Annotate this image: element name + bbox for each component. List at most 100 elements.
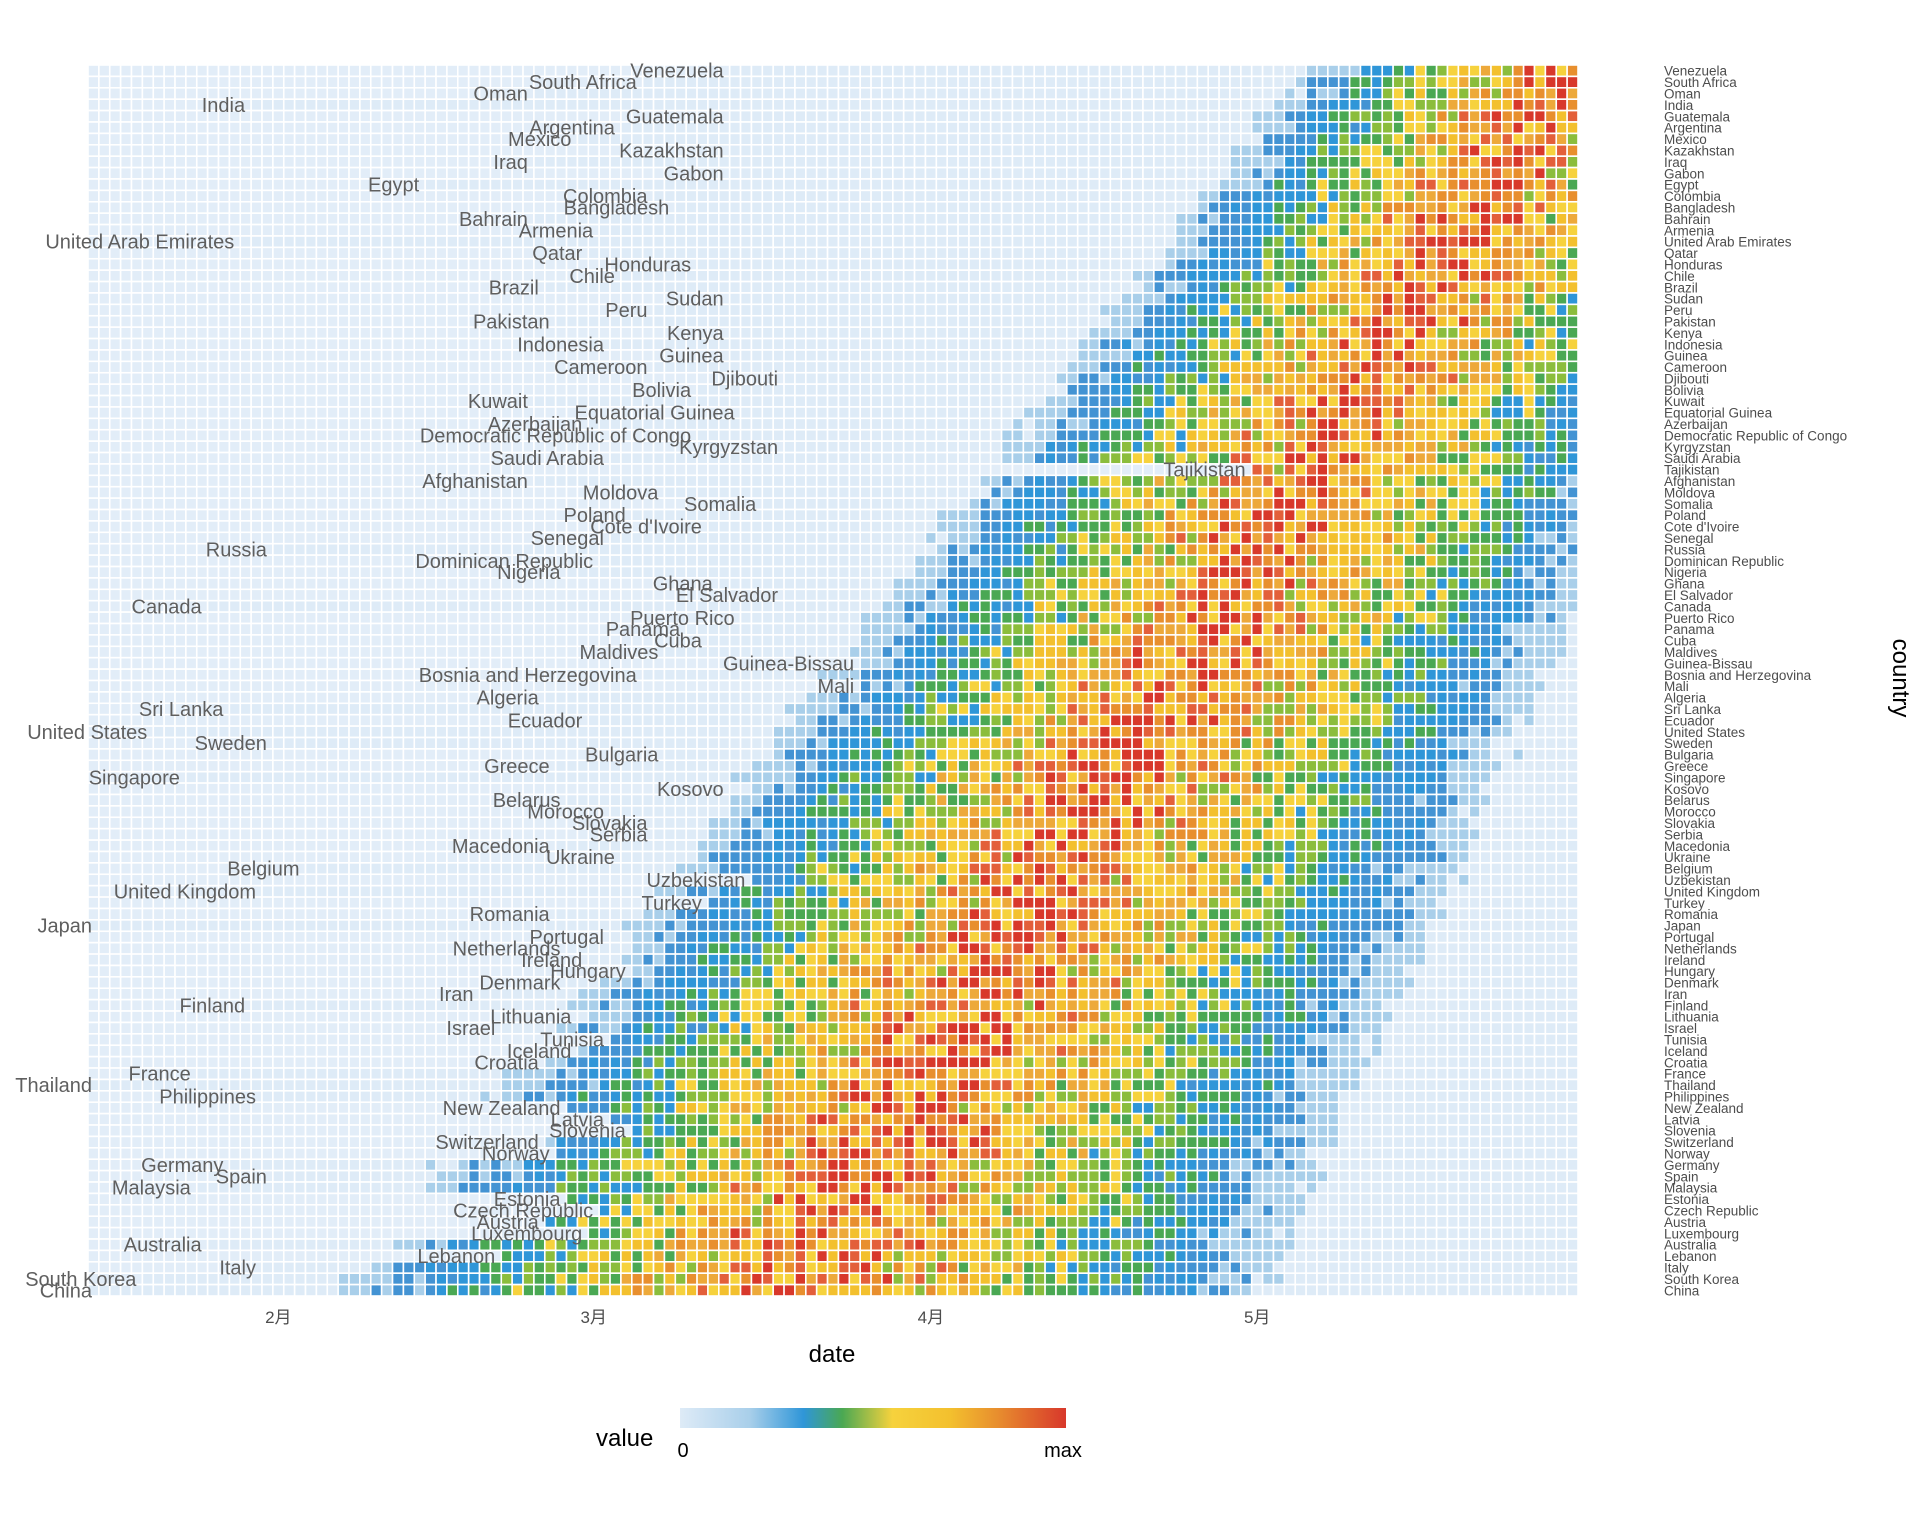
heatmap-cell	[369, 292, 383, 306]
heatmap-cell	[1479, 326, 1492, 340]
heatmap-cell	[837, 349, 851, 363]
heatmap-cell	[1076, 87, 1090, 101]
heatmap-cell	[206, 337, 220, 351]
heatmap-cell	[402, 360, 416, 374]
heatmap-cell	[195, 314, 209, 328]
heatmap-cell	[1022, 132, 1036, 146]
heatmap-cell	[1218, 406, 1231, 420]
heatmap-cell	[717, 257, 731, 271]
heatmap-cell	[282, 394, 296, 408]
heatmap-cell	[261, 280, 274, 294]
heatmap-cell	[1566, 235, 1579, 249]
heatmap-cell	[1424, 269, 1438, 283]
heatmap-cell	[1142, 257, 1155, 271]
heatmap-cell	[1533, 246, 1547, 260]
heatmap-cell	[761, 98, 774, 112]
heatmap-cell	[1240, 109, 1253, 123]
heatmap-cell	[163, 98, 176, 112]
heatmap-cell	[1327, 371, 1340, 385]
heatmap-cell	[1392, 87, 1405, 101]
heatmap-cell	[1218, 109, 1231, 123]
heatmap-cell	[674, 235, 687, 249]
heatmap-cell	[369, 303, 383, 317]
heatmap-cell	[1163, 337, 1177, 351]
heatmap-cell	[761, 280, 774, 294]
heatmap-cell	[1337, 132, 1351, 146]
heatmap-cell	[1446, 212, 1460, 226]
heatmap-cell	[391, 406, 405, 420]
heatmap-cell	[435, 337, 448, 351]
heatmap-cell	[228, 383, 242, 397]
heatmap-cell	[261, 292, 274, 306]
heatmap-cell	[511, 189, 524, 203]
heatmap-cell	[1435, 178, 1449, 192]
heatmap-cell	[968, 109, 981, 123]
heatmap-cell	[826, 349, 840, 363]
heatmap-cell	[979, 428, 992, 442]
heatmap-cell	[772, 212, 785, 226]
heatmap-cell	[467, 349, 481, 363]
heatmap-cell	[1555, 269, 1568, 283]
heatmap-cell	[391, 326, 405, 340]
heatmap-cell	[1348, 463, 1362, 477]
heatmap-cell	[456, 451, 470, 465]
heatmap-cell	[1381, 75, 1394, 89]
heatmap-cell	[1381, 223, 1394, 237]
heatmap-cell	[1327, 212, 1340, 226]
heatmap-cell	[108, 166, 122, 180]
heatmap-cell	[1468, 143, 1481, 157]
heatmap-cell	[1359, 360, 1373, 374]
heatmap-cell	[924, 417, 938, 431]
heatmap-cell	[195, 75, 209, 89]
heatmap-cell	[1131, 235, 1144, 249]
heatmap-cell	[1087, 132, 1101, 146]
heatmap-cell	[87, 349, 100, 363]
heatmap-cell	[826, 371, 840, 385]
heatmap-cell	[1076, 406, 1090, 420]
heatmap-cell	[783, 269, 796, 283]
heatmap-cell	[1555, 143, 1568, 157]
heatmap-cell	[478, 257, 492, 271]
heatmap-cell	[1544, 143, 1558, 157]
heatmap-cell	[1490, 451, 1503, 465]
heatmap-cell	[1511, 166, 1525, 180]
heatmap-cell	[130, 155, 144, 169]
heatmap-cell	[380, 303, 394, 317]
heatmap-cell	[359, 303, 372, 317]
heatmap-cell	[348, 200, 361, 214]
heatmap-cell	[772, 223, 785, 237]
heatmap-cell	[1087, 417, 1101, 431]
heatmap-cell	[794, 121, 807, 135]
heatmap-cell	[1424, 349, 1438, 363]
heatmap-cell	[1174, 292, 1188, 306]
heatmap-cell	[391, 371, 405, 385]
heatmap-cell	[815, 383, 829, 397]
heatmap-cell	[805, 75, 818, 89]
heatmap-cell	[783, 303, 796, 317]
heatmap-cell	[1479, 87, 1492, 101]
heatmap-cell	[1511, 337, 1525, 351]
heatmap-cell	[979, 75, 992, 89]
heatmap-cell	[282, 189, 296, 203]
heatmap-cell	[913, 440, 927, 454]
heatmap-cell	[119, 189, 133, 203]
heatmap-cell	[1359, 189, 1373, 203]
heatmap-cell	[119, 64, 133, 78]
heatmap-cell	[826, 98, 840, 112]
heatmap-cell	[935, 109, 949, 123]
heatmap-cell	[1153, 314, 1166, 328]
heatmap-cell	[848, 235, 861, 249]
heatmap-cell	[1163, 212, 1177, 226]
heatmap-cell	[1446, 235, 1460, 249]
heatmap-cell	[1403, 406, 1416, 420]
heatmap-cell	[1272, 349, 1286, 363]
heatmap-cell	[108, 292, 122, 306]
heatmap-cell	[1316, 132, 1329, 146]
heatmap-cell	[1446, 440, 1460, 454]
heatmap-cell	[380, 64, 394, 78]
heatmap-cell	[1174, 75, 1188, 89]
heatmap-cell	[250, 212, 263, 226]
heatmap-cell	[1348, 235, 1362, 249]
heatmap-cell	[1566, 280, 1579, 294]
heatmap-cell	[1000, 87, 1014, 101]
